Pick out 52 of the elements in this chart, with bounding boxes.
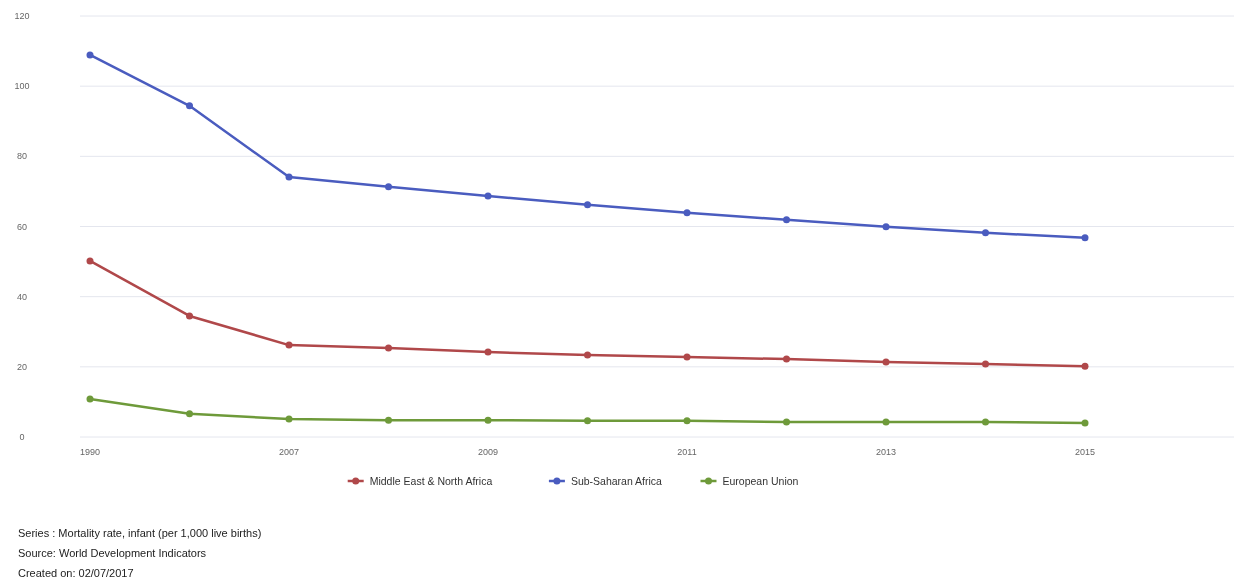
x-tick-label: 2007 xyxy=(278,447,300,457)
x-tick-label: 2015 xyxy=(1074,447,1096,457)
point xyxy=(186,312,193,320)
point xyxy=(783,216,790,224)
y-tick-label: 40 xyxy=(16,291,28,302)
point xyxy=(783,355,790,363)
legend-label: Middle East & North Africa xyxy=(369,475,493,487)
point xyxy=(982,360,989,368)
point xyxy=(882,418,890,426)
x-tick-label: 1990 xyxy=(79,447,101,457)
point xyxy=(186,102,193,110)
point xyxy=(484,192,492,200)
legend-label: European Union xyxy=(722,475,799,487)
point xyxy=(285,341,293,349)
point xyxy=(683,209,691,217)
point xyxy=(86,257,94,265)
x-tick-label: 2009 xyxy=(477,447,499,457)
y-tick-label: 20 xyxy=(16,361,28,372)
legend-label: Sub-Saharan Africa xyxy=(570,475,663,487)
y-tick-label: 60 xyxy=(16,221,28,232)
point xyxy=(584,201,591,209)
point xyxy=(285,173,293,181)
y-tick-label: 120 xyxy=(14,11,30,21)
point xyxy=(385,416,392,424)
y-tick-label: 80 xyxy=(16,151,28,162)
point xyxy=(683,417,691,425)
point xyxy=(186,410,193,418)
text: Created on: 02/07/2017 xyxy=(18,567,134,579)
point xyxy=(86,51,94,59)
point xyxy=(982,418,989,426)
point xyxy=(484,348,492,356)
point xyxy=(584,417,591,425)
point xyxy=(1081,419,1089,427)
point xyxy=(86,395,94,403)
source-note: Source: World Development Indicators xyxy=(18,547,207,559)
point xyxy=(285,415,293,423)
point xyxy=(882,358,890,366)
point xyxy=(783,418,790,426)
point xyxy=(1081,234,1089,242)
point xyxy=(484,416,492,424)
point xyxy=(385,183,392,191)
point xyxy=(1081,362,1089,370)
x-tick-label: 2011 xyxy=(677,447,697,457)
point xyxy=(882,223,890,231)
y-tick-label: 100 xyxy=(14,81,30,92)
point xyxy=(584,351,591,359)
point xyxy=(982,229,989,237)
point xyxy=(683,353,691,361)
x-tick-label: 2013 xyxy=(875,447,897,457)
y-tick-label: 0 xyxy=(19,432,25,442)
point xyxy=(385,344,392,352)
text: Series : Mortality rate, infant (per 1,000 live births) xyxy=(18,527,262,539)
